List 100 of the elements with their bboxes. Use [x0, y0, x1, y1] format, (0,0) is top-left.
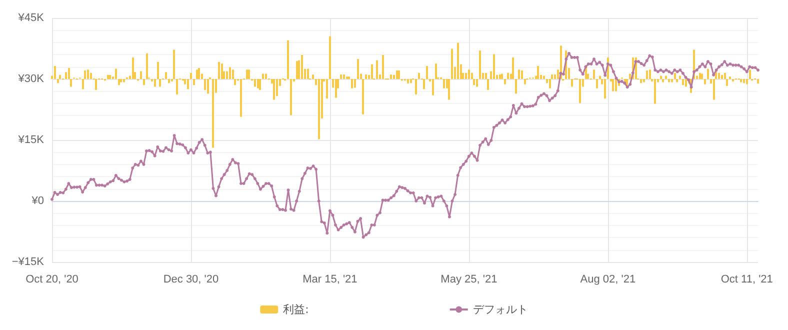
bar: [371, 64, 373, 79]
bar: [432, 79, 434, 96]
legend-label: デフォルト: [472, 303, 528, 316]
bar: [54, 66, 56, 79]
x-tick-label: Oct 11, '21: [720, 274, 773, 286]
bar: [159, 79, 161, 87]
bar: [418, 72, 420, 79]
bar: [507, 72, 509, 79]
bar: [132, 57, 134, 79]
bar: [551, 74, 553, 79]
bar: [701, 74, 703, 79]
bar: [187, 79, 189, 90]
bar: [518, 70, 520, 79]
bar: [435, 64, 437, 79]
bar: [168, 79, 170, 84]
bar: [118, 79, 120, 86]
bar: [671, 79, 673, 82]
bar: [504, 79, 506, 84]
bar: [212, 79, 214, 148]
bar: [457, 42, 459, 79]
bar: [448, 79, 450, 100]
bar: [410, 79, 412, 84]
bar: [443, 79, 445, 88]
bar: [398, 70, 400, 79]
bar: [579, 79, 581, 103]
bar: [515, 79, 517, 94]
bar: [312, 74, 314, 79]
bar: [109, 74, 111, 79]
bar: [259, 79, 261, 90]
bar: [718, 72, 720, 79]
bar: [479, 50, 481, 79]
bar: [362, 79, 364, 114]
bar: [426, 66, 428, 79]
bar: [207, 79, 209, 94]
bar: [721, 74, 723, 79]
bar: [193, 79, 195, 86]
bar: [301, 55, 303, 79]
bar: [485, 72, 487, 79]
bar: [713, 79, 715, 100]
bar: [468, 70, 470, 79]
bar: [120, 79, 122, 82]
bar: [296, 61, 298, 79]
bar: [84, 70, 86, 79]
y-tick-label: −¥15K: [12, 256, 45, 268]
bar: [640, 79, 642, 84]
bar: [226, 71, 228, 79]
bar: [173, 50, 175, 79]
bar: [643, 79, 645, 82]
bar: [157, 62, 159, 79]
bar: [354, 79, 356, 88]
x-tick-label: Aug 02, '21: [580, 274, 636, 286]
bar: [196, 70, 198, 79]
bar: [740, 79, 742, 82]
bar: [679, 76, 681, 79]
bar: [676, 79, 678, 82]
bar: [329, 36, 331, 79]
bar: [265, 74, 267, 79]
bar: [746, 79, 748, 84]
bar: [190, 72, 192, 79]
bar: [307, 68, 309, 79]
bar: [646, 70, 648, 79]
bar: [660, 76, 662, 79]
bar: [604, 79, 606, 99]
bar: [257, 79, 259, 88]
bar: [240, 79, 242, 117]
bar: [95, 79, 97, 90]
bar: [668, 79, 670, 82]
bar: [396, 70, 398, 79]
bar: [154, 79, 156, 87]
bar: [87, 70, 89, 79]
bar: [743, 79, 745, 84]
bar: [165, 72, 167, 79]
bar: [704, 79, 706, 84]
legend-label: 利益:: [283, 303, 309, 316]
bar: [59, 74, 61, 79]
bar: [487, 79, 489, 90]
bar: [357, 59, 359, 79]
bar: [218, 62, 220, 79]
bar: [571, 79, 573, 87]
y-tick-label: ¥15K: [17, 134, 45, 146]
bar: [365, 74, 367, 79]
bar: [343, 74, 345, 79]
bar: [390, 74, 392, 79]
bar: [471, 72, 473, 79]
bar: [724, 72, 726, 79]
bar: [273, 79, 275, 100]
bar: [287, 40, 289, 79]
bar: [423, 79, 425, 90]
bar: [654, 79, 656, 104]
bar: [593, 70, 595, 79]
bar: [176, 79, 178, 94]
bar: [82, 79, 84, 90]
bar: [146, 53, 148, 79]
bar: [68, 68, 70, 79]
bar: [382, 55, 384, 79]
bar: [407, 79, 409, 84]
bar: [335, 79, 337, 98]
bar: [376, 60, 378, 79]
bar: [276, 79, 278, 96]
bar: [451, 48, 453, 79]
